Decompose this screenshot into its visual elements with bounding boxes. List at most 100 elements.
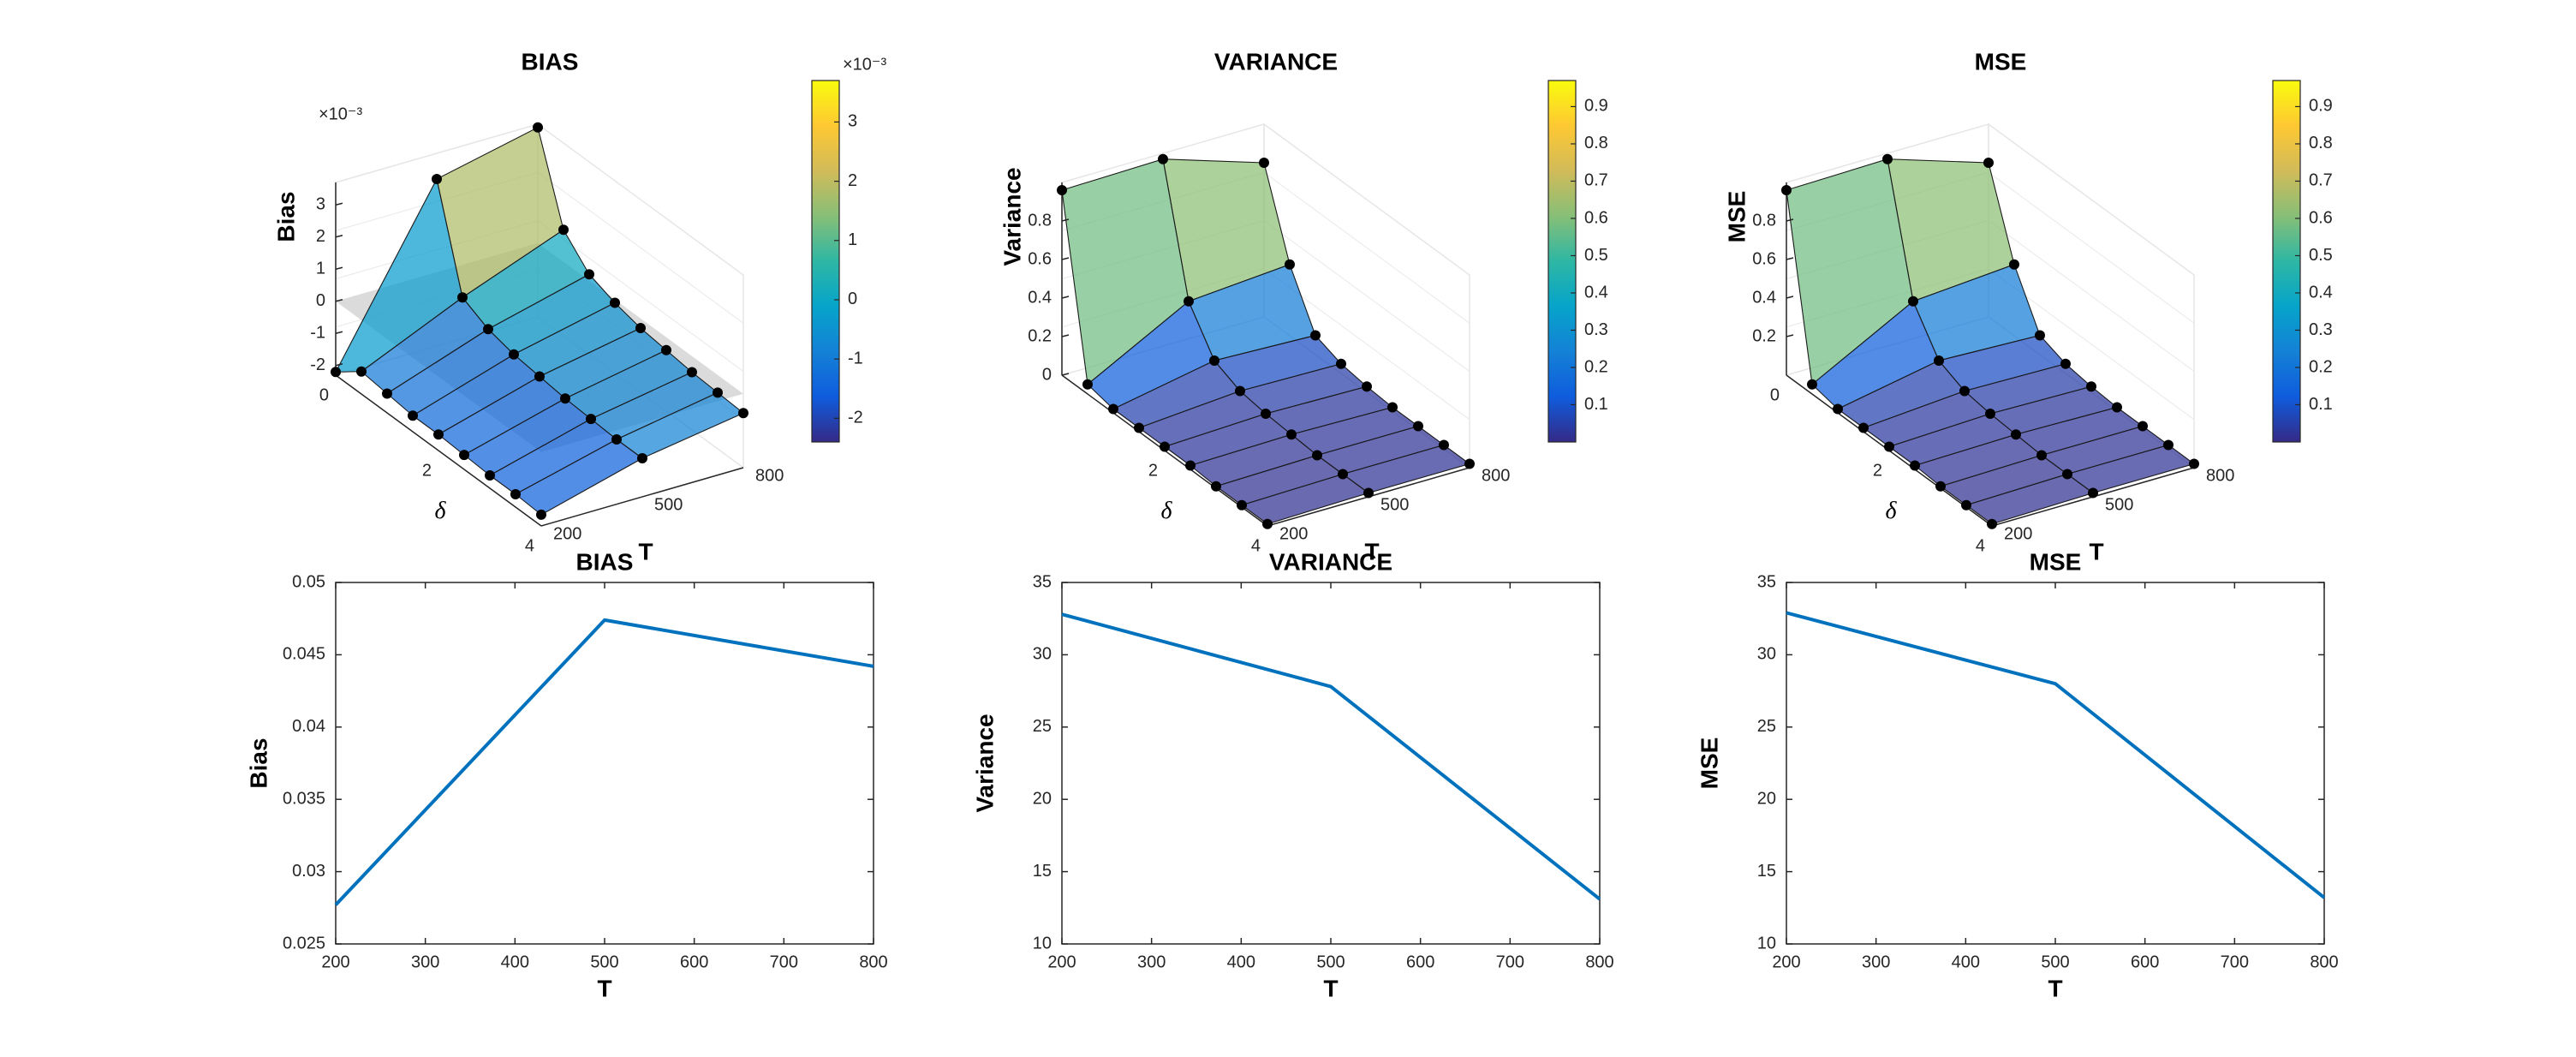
data-point-marker — [1237, 499, 1247, 511]
t-axis-line — [540, 467, 744, 527]
y-axis-label: MSE — [1696, 738, 1722, 790]
y-tick-label: 10 — [1757, 934, 1776, 952]
data-point-marker — [1082, 379, 1093, 390]
colorbar-tick-label: 0.9 — [1584, 97, 1608, 116]
x-axis-label: T — [2048, 975, 2062, 1001]
z-tick — [335, 363, 343, 367]
x-tick-label: 600 — [680, 952, 708, 971]
chart-title: VARIANCE — [1269, 548, 1392, 575]
y-tick-label: 30 — [1033, 645, 1052, 664]
data-point-marker — [1363, 487, 1374, 499]
data-point-marker — [433, 429, 444, 440]
series-line — [1061, 612, 1601, 901]
y-tick-label: 35 — [1033, 572, 1052, 591]
colorbar-tick-label: 0.4 — [1584, 283, 1608, 302]
colorbar-tick-label: 0.1 — [1584, 395, 1608, 414]
series-line — [334, 618, 874, 906]
data-point-marker — [1160, 441, 1170, 452]
y-axis-label: Bias — [245, 738, 271, 788]
z-tick-label: -1 — [310, 324, 325, 343]
surface-chart-0: -2 -1 0 1 2 3 Bias ×10⁻³ 0 2 4 δ 200 500 800 T BIAS -2 -1 0… — [272, 48, 886, 564]
data-point-marker — [2036, 450, 2047, 461]
x-tick-label: 300 — [1862, 952, 1890, 971]
data-point-marker — [560, 393, 570, 404]
y-tick-label: 15 — [1757, 862, 1776, 881]
data-point-marker — [1413, 421, 1423, 432]
data-point-marker — [1908, 296, 1918, 307]
surface-chart-1: 00.20.40.60.8Variance24δ200500800TVARIAN… — [999, 48, 1607, 564]
data-point-marker — [1338, 469, 1348, 480]
z-tick-label: -2 — [310, 355, 325, 374]
t-axis-label: T — [638, 538, 653, 564]
data-point-marker — [1262, 518, 1273, 529]
y-tick-label: 0.05 — [292, 572, 325, 591]
data-point-marker — [1464, 458, 1475, 469]
x-tick-label: 800 — [859, 952, 887, 971]
z-tick-label: 2 — [316, 227, 325, 246]
data-point-marker — [1158, 153, 1168, 164]
y-tick-label: 25 — [1757, 717, 1776, 736]
x-axis-label: T — [1323, 975, 1338, 1001]
data-point-marker — [1057, 185, 1067, 195]
y-tick-label: 0.04 — [292, 717, 325, 736]
colorbar-tick-label: 1 — [848, 230, 857, 249]
data-point-marker — [2163, 439, 2174, 451]
z-tick — [335, 266, 343, 270]
x-tick-label: 200 — [321, 952, 349, 971]
colorbar-tick-label: 0.8 — [2309, 134, 2333, 152]
plot-area — [335, 582, 874, 945]
delta-tick-label: 0 — [319, 385, 329, 404]
data-point-marker — [1987, 518, 1997, 529]
y-tick-label: 15 — [1033, 862, 1052, 881]
colorbar — [2272, 80, 2301, 443]
data-point-marker — [1362, 381, 1372, 392]
data-point-marker — [1858, 422, 1869, 433]
x-axis-label: T — [597, 975, 611, 1001]
delta-axis-label: δ — [434, 498, 446, 524]
x-tick-label: 700 — [2221, 952, 2249, 971]
data-point-marker — [1134, 422, 1144, 433]
colorbar-tick-label: 0.9 — [2309, 97, 2333, 116]
z-tick-label: 0 — [1042, 365, 1052, 384]
z-tick — [1061, 257, 1070, 260]
data-point-marker — [2011, 429, 2021, 440]
plot-area — [1786, 582, 2325, 945]
x-tick-label: 600 — [1406, 952, 1434, 971]
data-point-marker — [1882, 153, 1893, 164]
data-point-marker — [2060, 358, 2071, 369]
t-tick-label: 500 — [2105, 495, 2133, 514]
data-point-marker — [1184, 296, 1194, 307]
data-point-marker — [2189, 458, 2199, 469]
data-point-marker — [408, 410, 418, 421]
x-tick-label: 400 — [1952, 952, 1980, 971]
z-tick — [335, 331, 343, 334]
data-point-marker — [661, 344, 671, 355]
data-point-marker — [1312, 450, 1322, 461]
z-tick-label: 1 — [316, 260, 325, 278]
y-tick-label: 35 — [1757, 572, 1776, 591]
colorbar-tick-label: 2 — [848, 171, 857, 190]
t-tick-label: 500 — [654, 495, 683, 514]
colorbar-tick-label: 0.1 — [2309, 395, 2333, 414]
data-point-marker — [1285, 259, 1295, 270]
t-tick-label: 800 — [1482, 466, 1510, 485]
colorbar-tick-label: -1 — [848, 349, 863, 367]
t-tick-label: 800 — [2206, 466, 2234, 485]
data-point-marker — [1387, 402, 1398, 413]
data-point-marker — [1833, 403, 1843, 415]
series-line — [1786, 611, 2326, 899]
z-tick — [1786, 218, 1794, 222]
data-point-marker — [713, 387, 723, 398]
z-tick-label: 0 — [316, 291, 325, 310]
y-tick-label: 10 — [1033, 934, 1052, 952]
data-point-marker — [1336, 358, 1346, 369]
colorbar-tick-label: 0.6 — [2309, 208, 2333, 227]
data-point-marker — [1310, 330, 1321, 341]
data-point-marker — [1884, 441, 1894, 452]
data-point-marker — [586, 414, 596, 425]
t-tick-label: 200 — [1279, 524, 1308, 543]
colorbar-tick-label: -2 — [848, 409, 863, 427]
data-point-marker — [1108, 403, 1118, 415]
data-point-marker — [2086, 381, 2096, 392]
z-tick-label: 0.6 — [1752, 249, 1776, 268]
